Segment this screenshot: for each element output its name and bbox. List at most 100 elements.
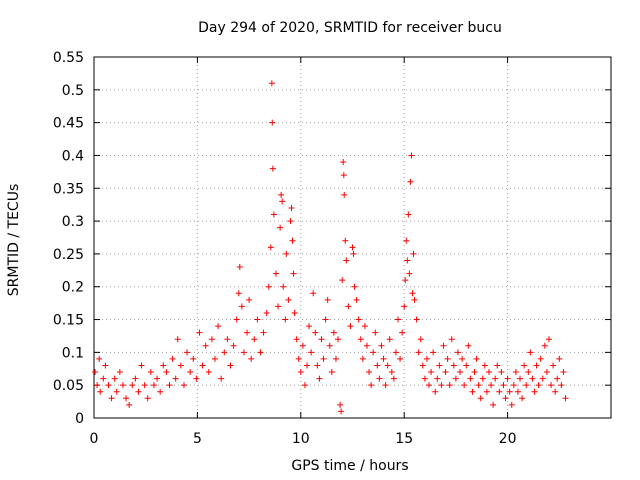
data-point: [113, 388, 120, 395]
data-points: [92, 80, 569, 415]
data-point: [492, 375, 499, 382]
data-point: [246, 296, 253, 303]
y-tick-label: 0.5: [62, 83, 84, 99]
data-point: [291, 309, 298, 316]
data-point: [355, 316, 362, 323]
data-point: [406, 270, 413, 277]
data-point: [359, 355, 366, 362]
data-point: [380, 355, 387, 362]
x-axis-label: GPS time / hours: [291, 458, 408, 474]
data-point: [265, 283, 272, 290]
data-point: [504, 375, 511, 382]
data-point: [135, 388, 142, 395]
data-point: [328, 369, 335, 376]
data-point: [388, 369, 395, 376]
data-point: [494, 362, 501, 369]
data-point: [409, 290, 416, 297]
data-point: [436, 362, 443, 369]
data-point: [506, 388, 513, 395]
data-point: [268, 80, 275, 87]
y-tick-label: 0.2: [62, 280, 84, 296]
data-point: [481, 362, 488, 369]
data-point: [407, 178, 414, 185]
data-point: [290, 270, 297, 277]
data-point: [338, 408, 345, 415]
data-point: [548, 382, 555, 389]
data-point: [469, 388, 476, 395]
data-point: [417, 336, 424, 343]
data-point: [485, 369, 492, 376]
data-point: [448, 336, 455, 343]
data-point: [144, 395, 151, 402]
x-tick-label: 5: [193, 431, 202, 447]
data-point: [193, 375, 200, 382]
data-point: [283, 250, 290, 257]
data-point: [351, 283, 358, 290]
data-point: [342, 237, 349, 244]
data-point: [479, 375, 486, 382]
data-point: [285, 296, 292, 303]
data-point: [141, 382, 148, 389]
data-point: [304, 362, 311, 369]
y-tick-label: 0.35: [53, 181, 84, 197]
data-point: [394, 316, 401, 323]
data-point: [502, 395, 509, 402]
data-point: [415, 349, 422, 356]
data-point: [97, 388, 104, 395]
data-point: [116, 369, 123, 376]
data-point: [477, 395, 484, 402]
data-point: [459, 355, 466, 362]
x-tick-label: 10: [292, 431, 310, 447]
data-point: [227, 362, 234, 369]
data-point: [500, 382, 507, 389]
data-point: [108, 395, 115, 402]
data-point: [521, 362, 528, 369]
data-point: [384, 362, 391, 369]
data-point: [126, 401, 133, 408]
data-point: [190, 355, 197, 362]
data-point: [408, 152, 415, 159]
data-point: [347, 323, 354, 330]
data-point: [326, 342, 333, 349]
data-point: [184, 349, 191, 356]
data-point: [372, 329, 379, 336]
y-tick-label: 0.4: [62, 148, 84, 164]
data-point: [279, 198, 286, 205]
data-point: [221, 349, 228, 356]
data-point: [288, 204, 295, 211]
data-point: [337, 401, 344, 408]
data-point: [251, 336, 258, 343]
data-point: [488, 382, 495, 389]
y-tick-label: 0.15: [53, 313, 84, 329]
data-point: [160, 362, 167, 369]
data-point: [413, 316, 420, 323]
data-point: [236, 264, 243, 271]
data-point: [244, 329, 251, 336]
data-point: [446, 382, 453, 389]
data-point: [419, 362, 426, 369]
data-point: [444, 355, 451, 362]
data-point: [529, 375, 536, 382]
data-point: [96, 355, 103, 362]
data-point: [340, 159, 347, 166]
data-point: [397, 355, 404, 362]
data-point: [316, 375, 323, 382]
data-point: [392, 349, 399, 356]
data-point: [254, 316, 261, 323]
data-point: [560, 369, 567, 376]
data-point: [339, 277, 346, 284]
data-point: [150, 382, 157, 389]
data-point: [92, 369, 99, 376]
data-point: [299, 342, 306, 349]
y-tick-label: 0: [75, 411, 84, 427]
data-point: [440, 342, 447, 349]
data-point: [376, 375, 383, 382]
data-point: [119, 382, 126, 389]
data-point: [403, 237, 410, 244]
data-point: [405, 211, 412, 218]
data-point: [432, 388, 439, 395]
data-point: [289, 237, 296, 244]
data-point: [517, 375, 524, 382]
data-point: [129, 382, 136, 389]
